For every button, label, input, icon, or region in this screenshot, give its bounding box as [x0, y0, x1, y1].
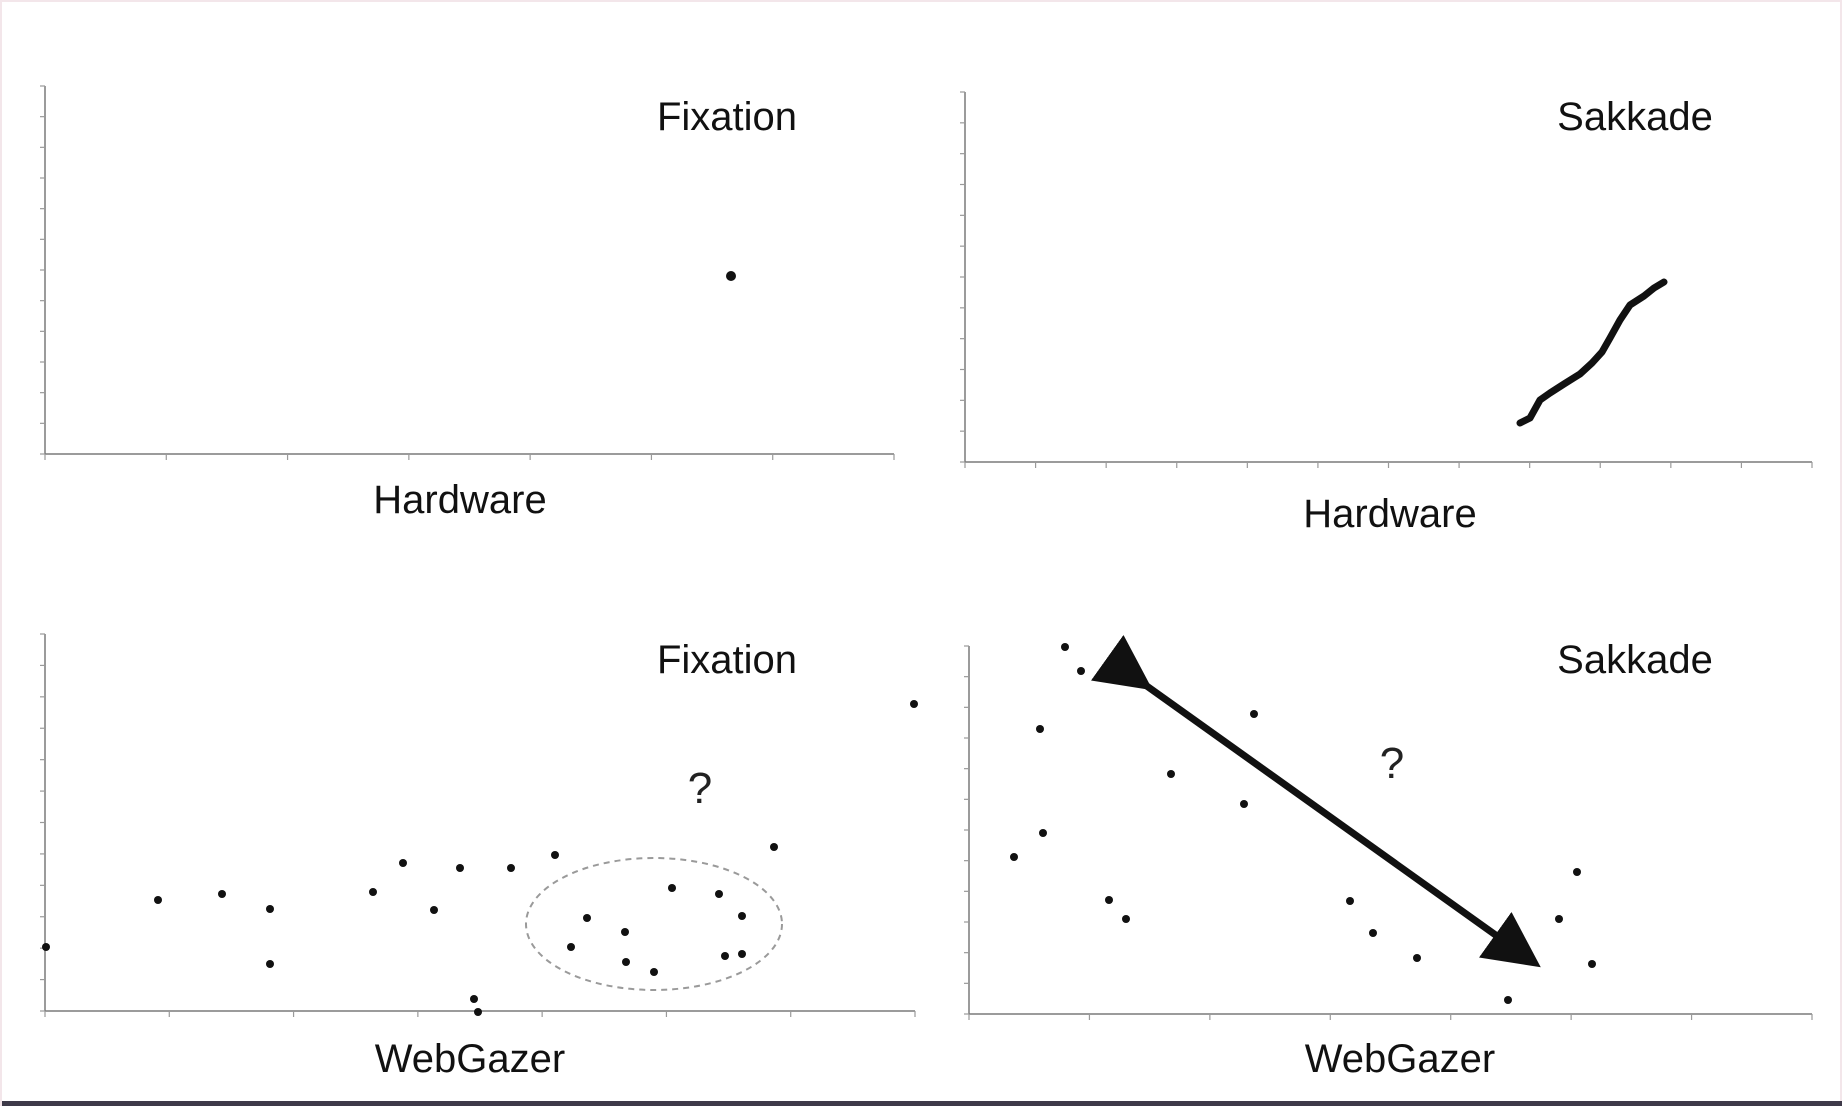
saccade-trace	[1516, 278, 1668, 427]
gaze-point	[218, 890, 226, 898]
gaze-point	[551, 851, 559, 859]
gaze-point	[622, 958, 630, 966]
gaze-point	[910, 700, 918, 708]
bottom-bar	[2, 1101, 1842, 1106]
gaze-point	[1039, 829, 1047, 837]
gaze-point	[369, 888, 377, 896]
panel-title: Sakkade	[1557, 95, 1713, 139]
panel-title: Sakkade	[1557, 638, 1713, 682]
gaze-point	[456, 864, 464, 872]
gaze-point	[399, 859, 407, 867]
gaze-point	[1346, 897, 1354, 905]
panel-webgazer-fixation: Fixation WebGazer ?	[40, 633, 918, 1081]
gaze-point	[1573, 868, 1581, 876]
panel-title: Fixation	[657, 95, 797, 139]
gaze-point	[1240, 800, 1248, 808]
panel-xlabel: WebGazer	[375, 1037, 565, 1081]
gaze-point	[583, 914, 591, 922]
fixation-point	[726, 271, 736, 281]
question-mark: ?	[688, 764, 712, 813]
gaze-point	[721, 952, 729, 960]
gaze-point	[1122, 915, 1130, 923]
gaze-point	[1010, 853, 1018, 861]
gaze-point	[474, 1008, 482, 1016]
gaze-point	[738, 912, 746, 920]
axes-webgazer-fixation	[40, 633, 916, 1017]
gaze-point	[266, 960, 274, 968]
gaze-point	[154, 896, 162, 904]
gaze-point	[668, 884, 676, 892]
webgazer-fixation-points	[42, 700, 918, 1016]
gaze-point	[621, 928, 629, 936]
panel-xlabel: WebGazer	[1305, 1037, 1495, 1081]
gaze-point	[42, 943, 50, 951]
gaze-point	[1036, 725, 1044, 733]
saccade-double-arrow	[1090, 634, 1541, 968]
gaze-point	[1105, 896, 1113, 904]
gaze-point	[470, 995, 478, 1003]
gaze-point	[1504, 996, 1512, 1004]
gaze-point	[650, 968, 658, 976]
panel-xlabel: Hardware	[373, 478, 546, 522]
panel-title: Fixation	[657, 638, 797, 682]
axes-hardware-fixation	[40, 85, 895, 460]
gaze-point	[770, 843, 778, 851]
gaze-point	[507, 864, 515, 872]
axes-hardware-sakkade	[960, 91, 1813, 468]
gaze-point	[1369, 929, 1377, 937]
gaze-point	[1077, 667, 1085, 675]
webgazer-saccade-points	[1010, 643, 1596, 1004]
gaze-point	[266, 905, 274, 913]
axes-webgazer-sakkade	[964, 645, 1813, 1020]
gaze-point	[738, 950, 746, 958]
gaze-point	[430, 906, 438, 914]
gaze-point	[1588, 960, 1596, 968]
gaze-point	[1413, 954, 1421, 962]
panel-xlabel: Hardware	[1303, 492, 1476, 536]
gaze-point	[1167, 770, 1175, 778]
gaze-point	[1250, 710, 1258, 718]
gaze-point	[1061, 643, 1069, 651]
question-mark: ?	[1380, 739, 1404, 788]
fixation-cluster-ellipse	[525, 857, 783, 991]
gaze-point	[1555, 915, 1563, 923]
gaze-point	[567, 943, 575, 951]
panel-webgazer-sakkade: Sakkade WebGazer ?	[964, 634, 1813, 1081]
panel-hardware-fixation: Fixation Hardware	[40, 85, 895, 522]
gaze-point	[715, 890, 723, 898]
panel-hardware-sakkade: Sakkade Hardware	[960, 91, 1813, 536]
